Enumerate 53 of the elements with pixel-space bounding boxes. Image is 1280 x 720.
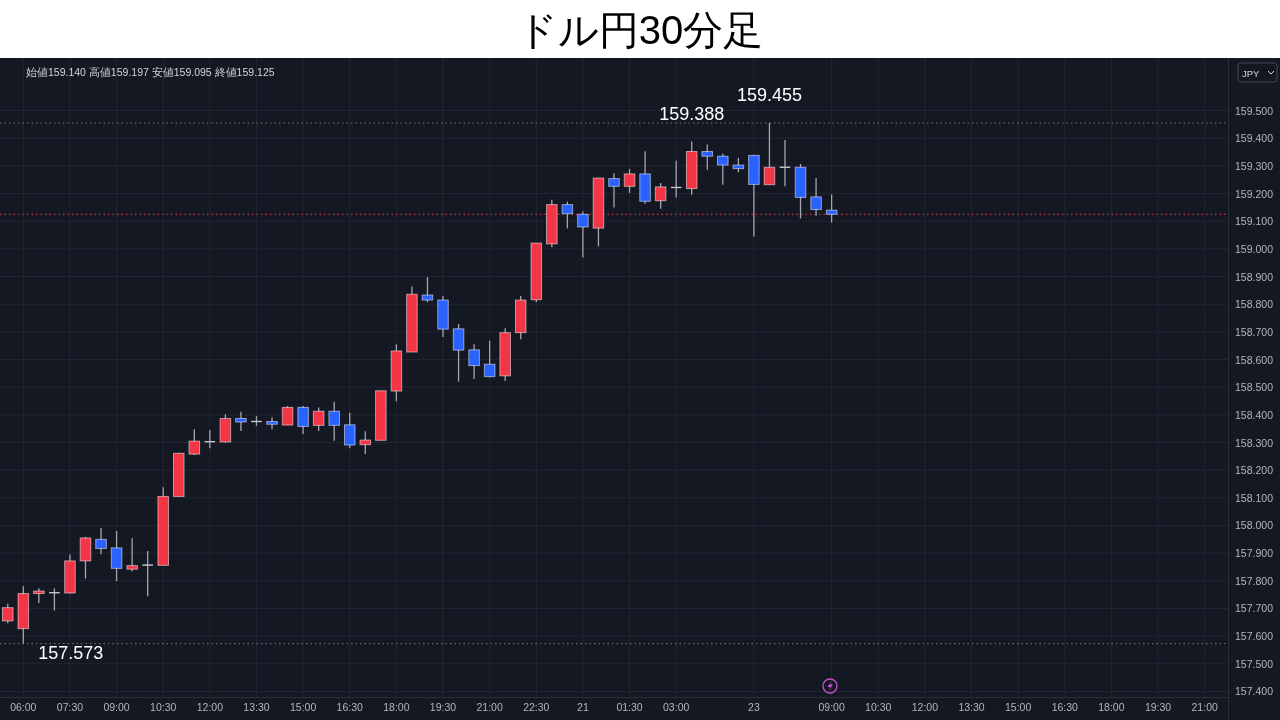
y-tick-label: 158.700	[1235, 325, 1274, 338]
x-tick-label: 09:00	[818, 701, 845, 713]
x-tick-label: 13:30	[958, 701, 985, 713]
y-tick-label: 158.600	[1235, 353, 1274, 366]
y-tick-label: 159.500	[1235, 104, 1274, 117]
y-tick-label: 158.000	[1235, 519, 1274, 532]
annotation: 159.388	[659, 103, 725, 124]
x-tick-label: 18:00	[1098, 701, 1125, 713]
x-tick-label: 23	[748, 701, 760, 713]
y-tick-label: 159.000	[1235, 242, 1274, 255]
x-tick-label: 18:00	[383, 701, 410, 713]
y-tick-label: 157.900	[1235, 547, 1274, 560]
y-tick-label: 158.100	[1235, 491, 1274, 504]
x-tick-label: 21	[577, 701, 589, 713]
x-tick-label: 15:00	[289, 701, 317, 713]
x-tick-label: 09:00	[103, 701, 130, 713]
x-tick-label: 22:30	[523, 701, 550, 713]
y-tick-label: 157.600	[1235, 630, 1274, 643]
x-tick-label: 12:00	[911, 701, 939, 713]
y-tick-label: 159.400	[1235, 132, 1274, 145]
y-tick-label: 157.500	[1235, 657, 1274, 670]
x-tick-label: 10:30	[150, 701, 177, 713]
x-tick-label: 19:30	[1144, 701, 1172, 713]
x-tick-label: 16:30	[336, 701, 364, 713]
y-tick-label: 158.900	[1235, 270, 1274, 283]
y-axis-title: JPY	[1242, 67, 1261, 79]
y-tick-label: 159.200	[1235, 187, 1274, 200]
x-tick-label: 01:30	[616, 701, 643, 713]
x-tick-label: 21:00	[1191, 701, 1218, 713]
y-tick-label: 158.500	[1235, 381, 1274, 394]
annotation: 159.455	[736, 85, 802, 106]
x-tick-label: 13:30	[243, 701, 270, 713]
annotation: 157.573	[38, 642, 104, 663]
y-tick-label: 158.300	[1235, 436, 1274, 449]
y-tick-label: 157.800	[1235, 574, 1274, 587]
chart-title: ドル円30分足	[516, 8, 764, 52]
y-tick-label: 157.400	[1235, 685, 1274, 698]
y-tick-label: 158.400	[1235, 408, 1274, 421]
y-tick-label: 158.200	[1235, 464, 1274, 477]
y-tick-label: 158.800	[1235, 298, 1274, 311]
x-tick-label: 16:30	[1051, 701, 1079, 713]
y-tick-label: 159.300	[1235, 159, 1274, 172]
y-tick-label: 159.100	[1235, 215, 1274, 228]
x-tick-label: 03:00	[663, 701, 690, 713]
x-tick-label: 15:00	[1005, 701, 1032, 713]
x-tick-label: 06:00	[10, 701, 37, 713]
y-tick-label: 157.700	[1235, 602, 1274, 615]
x-tick-label: 19:30	[429, 701, 457, 713]
x-tick-label: 07:30	[56, 701, 84, 713]
text: 始値159.140 高値159.197 安値159.095 終値159.125	[26, 66, 275, 78]
x-tick-label: 12:00	[196, 701, 224, 713]
x-tick-label: 21:00	[476, 701, 503, 713]
x-tick-label: 10:30	[865, 701, 892, 713]
